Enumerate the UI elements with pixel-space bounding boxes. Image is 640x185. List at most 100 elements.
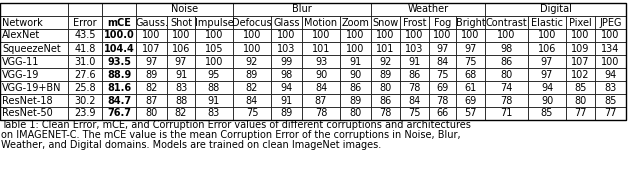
Text: 94: 94: [604, 70, 616, 80]
Text: SqueezeNet: SqueezeNet: [2, 43, 61, 53]
Text: 85: 85: [574, 83, 587, 92]
Text: 85: 85: [604, 95, 617, 105]
Text: 80: 80: [349, 108, 362, 119]
Text: 100: 100: [277, 31, 296, 41]
Text: 80: 80: [145, 108, 157, 119]
Text: 82: 82: [246, 83, 258, 92]
Text: 84: 84: [408, 95, 420, 105]
Text: 25.8: 25.8: [74, 83, 96, 92]
Text: 75: 75: [436, 70, 449, 80]
Text: 100: 100: [433, 31, 452, 41]
Text: 89: 89: [145, 70, 157, 80]
Text: 109: 109: [572, 43, 589, 53]
Text: 82: 82: [175, 108, 187, 119]
Text: 105: 105: [205, 43, 223, 53]
Text: 84: 84: [436, 56, 449, 66]
Text: 84.7: 84.7: [107, 95, 131, 105]
Text: 91: 91: [175, 70, 187, 80]
Text: 101: 101: [376, 43, 395, 53]
Text: Defocus: Defocus: [232, 18, 272, 28]
Text: 97: 97: [145, 56, 157, 66]
Text: Pixel: Pixel: [569, 18, 592, 28]
Text: 78: 78: [315, 108, 327, 119]
Text: ResNet-18: ResNet-18: [2, 95, 52, 105]
Text: 83: 83: [604, 83, 616, 92]
Text: VGG-19+BN: VGG-19+BN: [2, 83, 61, 92]
Text: 97: 97: [175, 56, 187, 66]
Text: 61: 61: [465, 83, 477, 92]
Text: 78: 78: [500, 95, 513, 105]
Text: 82: 82: [145, 83, 157, 92]
Text: VGG-19: VGG-19: [2, 70, 40, 80]
Text: 41.8: 41.8: [74, 43, 96, 53]
Text: 83: 83: [175, 83, 187, 92]
Text: 95: 95: [208, 70, 220, 80]
Text: 91: 91: [208, 95, 220, 105]
Text: JPEG: JPEG: [599, 18, 621, 28]
Text: Snow: Snow: [372, 18, 399, 28]
Text: 100: 100: [346, 43, 365, 53]
Text: 89: 89: [280, 108, 292, 119]
Text: 84: 84: [315, 83, 327, 92]
Text: 90: 90: [315, 70, 327, 80]
Text: 100.0: 100.0: [104, 31, 134, 41]
Text: 90: 90: [349, 70, 362, 80]
Text: 100: 100: [572, 31, 589, 41]
Text: 106: 106: [172, 43, 190, 53]
Text: 75: 75: [246, 108, 259, 119]
Text: 100: 100: [142, 31, 161, 41]
Text: Glass: Glass: [273, 18, 300, 28]
Text: 85: 85: [541, 108, 553, 119]
Text: 88.9: 88.9: [107, 70, 131, 80]
Text: 94: 94: [280, 83, 292, 92]
Text: 87: 87: [315, 95, 327, 105]
Text: 100: 100: [312, 31, 330, 41]
Text: 100: 100: [461, 31, 480, 41]
Text: Noise: Noise: [171, 4, 198, 14]
Text: 86: 86: [408, 70, 420, 80]
Text: 88: 88: [208, 83, 220, 92]
Text: 27.6: 27.6: [74, 70, 96, 80]
Text: 81.6: 81.6: [107, 83, 131, 92]
Text: 86: 86: [349, 83, 362, 92]
Text: 83: 83: [208, 108, 220, 119]
Text: 93: 93: [315, 56, 327, 66]
Text: 98: 98: [500, 43, 513, 53]
Text: Weather: Weather: [408, 4, 449, 14]
Text: 66: 66: [436, 108, 449, 119]
Text: 30.2: 30.2: [74, 95, 96, 105]
Text: 94: 94: [541, 83, 553, 92]
Text: 104.4: 104.4: [104, 43, 134, 53]
Text: 103: 103: [277, 43, 296, 53]
Text: 89: 89: [380, 70, 392, 80]
Text: Zoom: Zoom: [342, 18, 369, 28]
Text: Contrast: Contrast: [486, 18, 527, 28]
Text: 90: 90: [541, 95, 553, 105]
Text: 80: 80: [574, 95, 587, 105]
Text: 75: 75: [408, 108, 420, 119]
Text: 23.9: 23.9: [74, 108, 96, 119]
Text: 100: 100: [243, 43, 261, 53]
Text: 97: 97: [464, 43, 477, 53]
Text: 97: 97: [541, 70, 553, 80]
Text: 98: 98: [280, 70, 292, 80]
Text: ResNet-50: ResNet-50: [2, 108, 52, 119]
Text: Elastic: Elastic: [531, 18, 563, 28]
Text: 88: 88: [175, 95, 187, 105]
Text: 93.5: 93.5: [107, 56, 131, 66]
Text: 57: 57: [464, 108, 477, 119]
Text: 68: 68: [465, 70, 477, 80]
Text: 80: 80: [380, 83, 392, 92]
Text: 91: 91: [280, 95, 292, 105]
Text: AlexNet: AlexNet: [2, 31, 40, 41]
Text: 77: 77: [604, 108, 617, 119]
Text: 100: 100: [205, 56, 223, 66]
Text: Error: Error: [73, 18, 97, 28]
Text: 97: 97: [541, 56, 553, 66]
Text: Digital: Digital: [540, 4, 572, 14]
Text: 91: 91: [349, 56, 362, 66]
Text: 69: 69: [465, 95, 477, 105]
Text: 100: 100: [205, 31, 223, 41]
Text: 84: 84: [246, 95, 258, 105]
Text: 103: 103: [405, 43, 424, 53]
